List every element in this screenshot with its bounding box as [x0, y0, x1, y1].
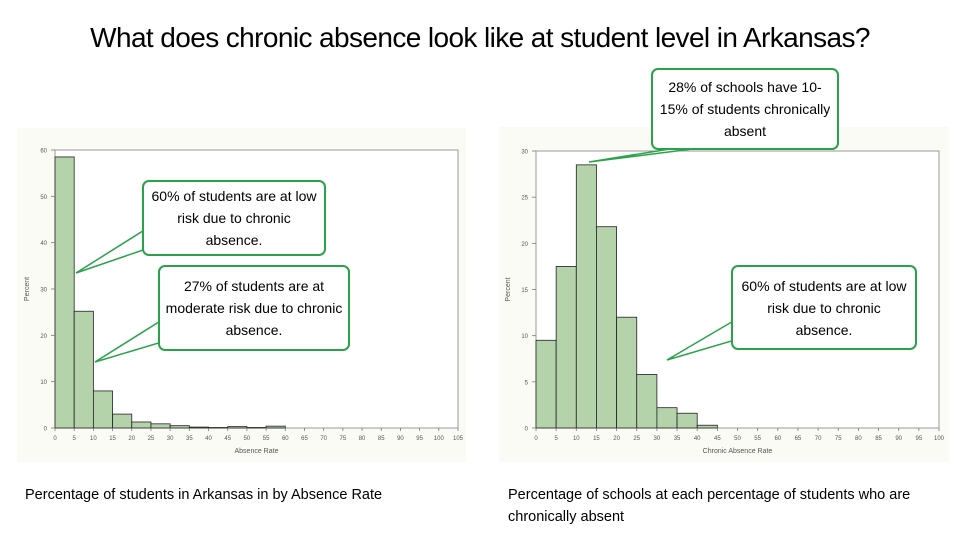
left-chart-xtick-label-16: 80 [359, 436, 366, 442]
left-chart-xtick-label-18: 90 [397, 436, 404, 442]
left-chart-bar-2 [92, 390, 113, 429]
left-chart-xtick-label-20: 100 [434, 436, 445, 442]
left-chart-bar-9 [227, 426, 248, 429]
left-chart-xtick-label-13: 65 [301, 436, 308, 442]
right-chart-xtick-label-15: 75 [835, 436, 842, 442]
left-chart-xtick-label-14: 70 [320, 436, 327, 442]
left-chart-xtick-label-1: 5 [73, 436, 77, 442]
left-chart-x-axis-label: Absence Rate [235, 448, 279, 455]
right-chart-bar-5 [636, 374, 658, 429]
right-chart-xtick-label-12: 60 [774, 436, 781, 442]
left-chart-xtick-label-19: 95 [416, 436, 423, 442]
right-chart-xtick-label-16: 80 [855, 436, 862, 442]
left-chart-bar-11 [265, 425, 286, 429]
right-chart-xtick-label-17: 85 [875, 436, 882, 442]
right-chart-bar-2 [575, 164, 597, 429]
callout-text: 27% of students are at moderate risk due… [165, 278, 343, 338]
right-chart-x-axis-label: Chronic Absence Rate [703, 448, 773, 455]
right-chart-xtick-label-10: 50 [734, 436, 741, 442]
right-chart-xtick-label-0: 0 [534, 436, 538, 442]
right-chart-bar-4 [616, 316, 638, 429]
left-chart-ytick-label-2: 20 [40, 334, 47, 340]
right-chart-ytick-label-1: 5 [525, 380, 529, 386]
left-chart-xtick-label-5: 25 [148, 436, 155, 442]
right-chart-xtick-label-18: 90 [895, 436, 902, 442]
right-chart-bar-6 [656, 407, 678, 429]
right-chart-xtick-label-4: 20 [613, 436, 620, 442]
right-chart-ytick-label-0: 0 [525, 427, 529, 433]
right-chart-xtick-label-20: 100 [934, 436, 945, 442]
right-chart-ytick-label-6: 30 [521, 150, 528, 156]
left-chart-ytick-label-3: 30 [40, 288, 47, 294]
left-chart-bar-0 [54, 156, 75, 429]
right-chart-bar-8 [696, 424, 718, 429]
callout-right-low-risk: 60% of students are at low risk due to c… [731, 265, 917, 350]
left-chart-xtick-label-15: 75 [340, 436, 347, 442]
left-chart-xtick-label-11: 55 [263, 436, 270, 442]
right-chart-ytick-label-5: 25 [521, 196, 528, 202]
right-chart-xtick-label-11: 55 [754, 436, 761, 442]
left-chart-xtick-label-8: 40 [205, 436, 212, 442]
left-chart-bar-3 [112, 413, 133, 429]
left-chart-xtick-label-6: 30 [167, 436, 174, 442]
left-chart-ytick-label-6: 60 [40, 149, 47, 155]
left-chart-xtick-label-12: 60 [282, 436, 289, 442]
left-chart-y-axis-label: Percent [24, 277, 31, 301]
left-chart-xtick-label-0: 0 [53, 436, 57, 442]
left-chart-caption: Percentage of students in Arkansas in by… [25, 487, 383, 503]
left-chart-xtick-label-17: 85 [378, 436, 385, 442]
left-chart-bar-5 [150, 423, 171, 429]
left-chart-xtick-label-9: 45 [224, 436, 231, 442]
right-chart-bar-3 [596, 226, 617, 429]
left-chart-bar-7 [188, 426, 209, 429]
right-chart-ytick-label-2: 10 [521, 334, 528, 340]
left-chart-bar-4 [131, 421, 152, 429]
left-chart-ytick-label-0: 0 [44, 427, 48, 433]
callout-left-moderate-risk: 27% of students are at moderate risk due… [158, 265, 350, 351]
right-chart-xtick-label-7: 35 [674, 436, 681, 442]
right-chart-ytick-label-3: 15 [521, 288, 528, 294]
right-chart-ytick-label-4: 20 [521, 242, 528, 248]
right-chart-bar-0 [535, 339, 557, 429]
right-chart-xtick-label-3: 15 [593, 436, 600, 442]
callout-left-low-risk: 60% of students are at low risk due to c… [142, 180, 326, 256]
right-chart-caption: Percentage of schools at each percentage… [508, 487, 911, 525]
right-chart-xtick-label-19: 95 [916, 436, 923, 442]
callout-text: 28% of schools have 10-15% of students c… [659, 79, 831, 139]
left-chart-xtick-label-7: 35 [186, 436, 193, 442]
callout-text: 60% of students are at low risk due to c… [151, 188, 317, 248]
right-chart-xtick-label-5: 25 [633, 436, 640, 442]
left-chart-ytick-label-4: 40 [40, 241, 47, 247]
left-chart-xtick-label-4: 20 [128, 436, 135, 442]
right-chart-bar-1 [555, 266, 577, 429]
left-chart-bar-1 [73, 310, 94, 429]
left-chart-ytick-label-1: 10 [40, 380, 47, 386]
callout-schools-10-15: 28% of schools have 10-15% of students c… [651, 68, 839, 150]
right-chart-xtick-label-13: 65 [795, 436, 802, 442]
callout-text: 60% of students are at low risk due to c… [741, 277, 907, 338]
right-chart-xtick-label-8: 40 [694, 436, 701, 442]
right-chart-bar-7 [676, 412, 698, 429]
right-chart-xtick-label-9: 45 [714, 436, 721, 442]
left-chart-xtick-label-21: 105 [453, 436, 464, 442]
right-chart-xtick-label-6: 30 [654, 436, 661, 442]
right-chart-xtick-label-1: 5 [554, 436, 558, 442]
left-chart-xtick-label-10: 50 [244, 436, 251, 442]
left-chart-xtick-label-3: 15 [109, 436, 116, 442]
left-chart-ytick-label-5: 50 [40, 195, 47, 201]
right-chart-y-axis-label: Percent [505, 277, 512, 301]
page-title: What does chronic absence look like at s… [90, 22, 870, 53]
right-chart-xtick-label-2: 10 [573, 436, 580, 442]
left-chart-bar-6 [169, 425, 190, 429]
left-chart-xtick-label-2: 10 [90, 436, 97, 442]
right-chart-xtick-label-14: 70 [815, 436, 822, 442]
